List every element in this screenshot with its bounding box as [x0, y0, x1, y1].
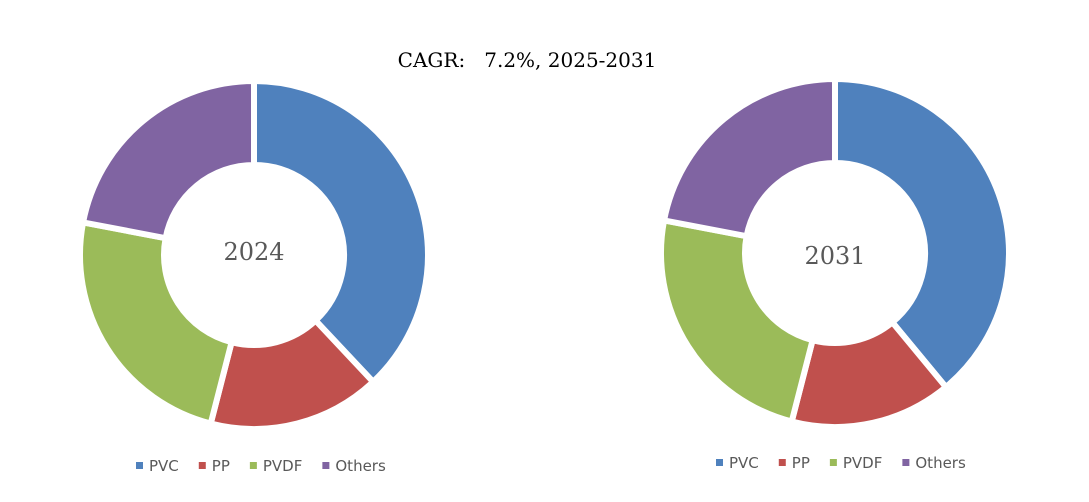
legend-label-pp: PP: [792, 454, 810, 472]
donut-center-label: 2024: [223, 238, 284, 266]
donut-chart-2031: 2031: [658, 75, 1012, 430]
slice-pvc: [832, 75, 1012, 392]
chart-title: CAGR: 7.2%, 2025-2031: [398, 48, 657, 72]
legend-swatch-pp: [778, 459, 786, 466]
legend-label-pvc: PVC: [729, 454, 759, 472]
legend-label-others: Others: [915, 454, 966, 472]
legend-swatch-pvdf: [249, 462, 257, 469]
slice-pvc: [251, 77, 431, 387]
legend-swatch-pvc: [716, 459, 723, 466]
slice-others: [660, 75, 838, 240]
slice-pvdf: [77, 218, 236, 428]
legend-swatch-others: [902, 459, 910, 466]
donut-center-label: 2031: [804, 242, 865, 270]
legend-label-pvdf: PVDF: [263, 457, 303, 475]
slice-others: [79, 77, 257, 242]
legend-label-pvdf: PVDF: [843, 454, 883, 472]
legend-2024: PVC PP PVDF Others: [136, 457, 386, 475]
legend-label-pp: PP: [212, 457, 230, 475]
legend-swatch-pp: [198, 462, 206, 469]
legend-swatch-others: [322, 462, 330, 469]
legend-label-others: Others: [335, 457, 386, 475]
legend-swatch-pvdf: [829, 459, 837, 466]
donut-chart-2024: 2024: [77, 77, 431, 432]
legend-label-pvc: PVC: [149, 457, 179, 475]
legend-2031: PVC PP PVDF Others: [716, 454, 966, 472]
slice-pvdf: [658, 216, 817, 426]
legend-swatch-pvc: [136, 462, 143, 469]
